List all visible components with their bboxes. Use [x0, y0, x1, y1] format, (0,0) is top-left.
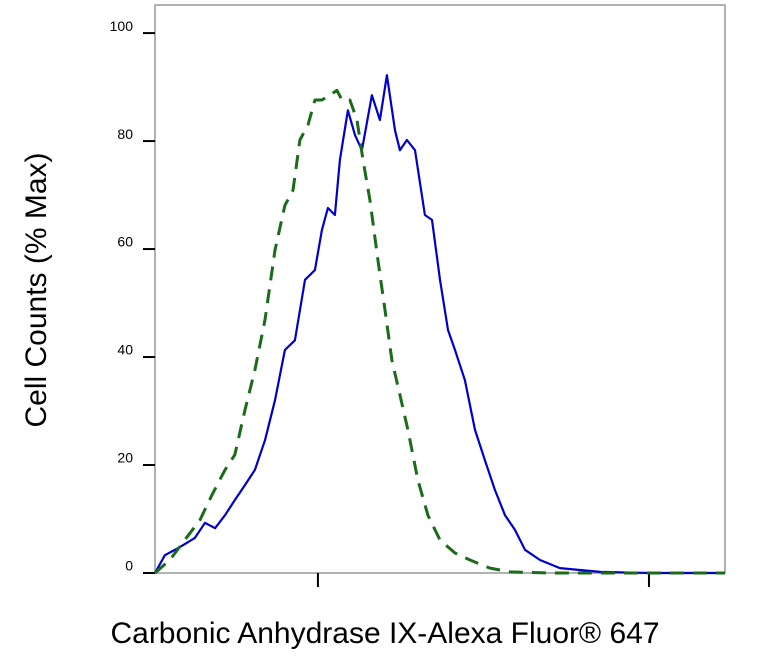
x-axis-title: Carbonic Anhydrase IX-Alexa Fluor® 647	[110, 617, 659, 650]
y-axis-title: Cell Counts (% Max)	[20, 152, 53, 427]
plot-frame	[154, 4, 726, 574]
y-tick-label: 80	[117, 126, 133, 142]
y-tick-label: 40	[117, 342, 133, 358]
y-tick-label: 100	[110, 18, 134, 34]
series-line	[154, 88, 725, 575]
series-line	[154, 74, 725, 575]
y-tick-label: 0	[125, 558, 133, 574]
y-tick-label: 20	[117, 450, 133, 466]
y-tick-label: 60	[117, 234, 133, 250]
